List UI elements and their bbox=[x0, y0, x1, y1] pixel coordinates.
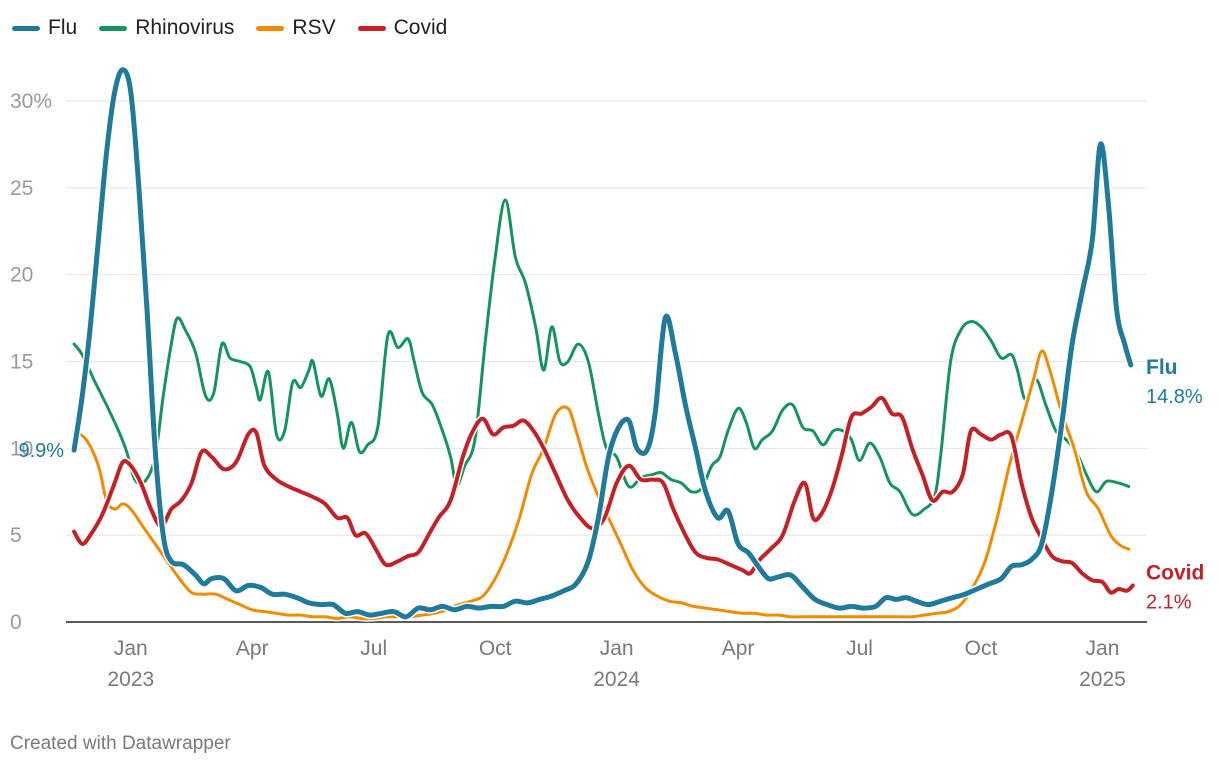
legend-label-rhinovirus: Rhinovirus bbox=[135, 16, 235, 39]
legend-swatch-flu bbox=[12, 25, 40, 31]
y-tick-label-10: 10 bbox=[10, 437, 33, 460]
x-tick-label-5: Apr bbox=[722, 637, 755, 660]
x-tick-year-0: 2023 bbox=[107, 668, 154, 691]
footer-credit[interactable]: Created with Datawrapper bbox=[10, 733, 231, 754]
legend: Flu Rhinovirus RSV Covid bbox=[12, 16, 447, 40]
end-label-value-flu: 14.8% bbox=[1146, 386, 1203, 408]
x-tick-year-8: 2025 bbox=[1079, 668, 1126, 691]
end-label-name-covid: Covid bbox=[1146, 562, 1204, 585]
y-tick-label-20: 20 bbox=[10, 264, 33, 287]
x-tick-label-8: Jan bbox=[1086, 637, 1120, 660]
legend-item-rsv[interactable]: RSV bbox=[256, 16, 336, 40]
legend-item-rhinovirus[interactable]: Rhinovirus bbox=[99, 16, 234, 40]
legend-label-covid: Covid bbox=[393, 16, 448, 39]
series-line-rhinovirus bbox=[72, 198, 1131, 517]
y-tick-label-5: 5 bbox=[10, 524, 22, 547]
y-tick-label-25: 25 bbox=[10, 177, 33, 200]
series-line-covid bbox=[72, 395, 1135, 595]
x-tick-label-0: Jan bbox=[114, 637, 148, 660]
end-label-name-flu: Flu bbox=[1146, 356, 1178, 379]
series-line-rsv bbox=[72, 349, 1131, 621]
x-tick-year-4: 2024 bbox=[593, 668, 640, 691]
x-tick-label-7: Oct bbox=[965, 637, 998, 660]
legend-item-covid[interactable]: Covid bbox=[357, 16, 448, 40]
x-tick-label-2: Jul bbox=[360, 637, 387, 660]
series-line-flu bbox=[71, 67, 1134, 620]
legend-item-flu[interactable]: Flu bbox=[12, 16, 77, 40]
x-tick-label-1: Apr bbox=[236, 637, 269, 660]
legend-label-rsv: RSV bbox=[292, 16, 336, 39]
y-tick-label-0: 0 bbox=[10, 611, 22, 634]
legend-swatch-rhinovirus bbox=[99, 25, 128, 31]
legend-swatch-covid bbox=[357, 25, 386, 31]
x-tick-label-3: Oct bbox=[479, 637, 512, 660]
legend-label-flu: Flu bbox=[48, 16, 78, 39]
end-label-value-covid: 2.1% bbox=[1146, 592, 1192, 614]
legend-swatch-rsv bbox=[256, 25, 285, 31]
y-tick-label-30: 30% bbox=[10, 90, 52, 113]
start-label-flu: 9.9% bbox=[19, 440, 65, 462]
y-tick-label-15: 15 bbox=[10, 351, 33, 374]
x-tick-label-4: Jan bbox=[600, 637, 634, 660]
x-tick-label-6: Jul bbox=[846, 637, 873, 660]
